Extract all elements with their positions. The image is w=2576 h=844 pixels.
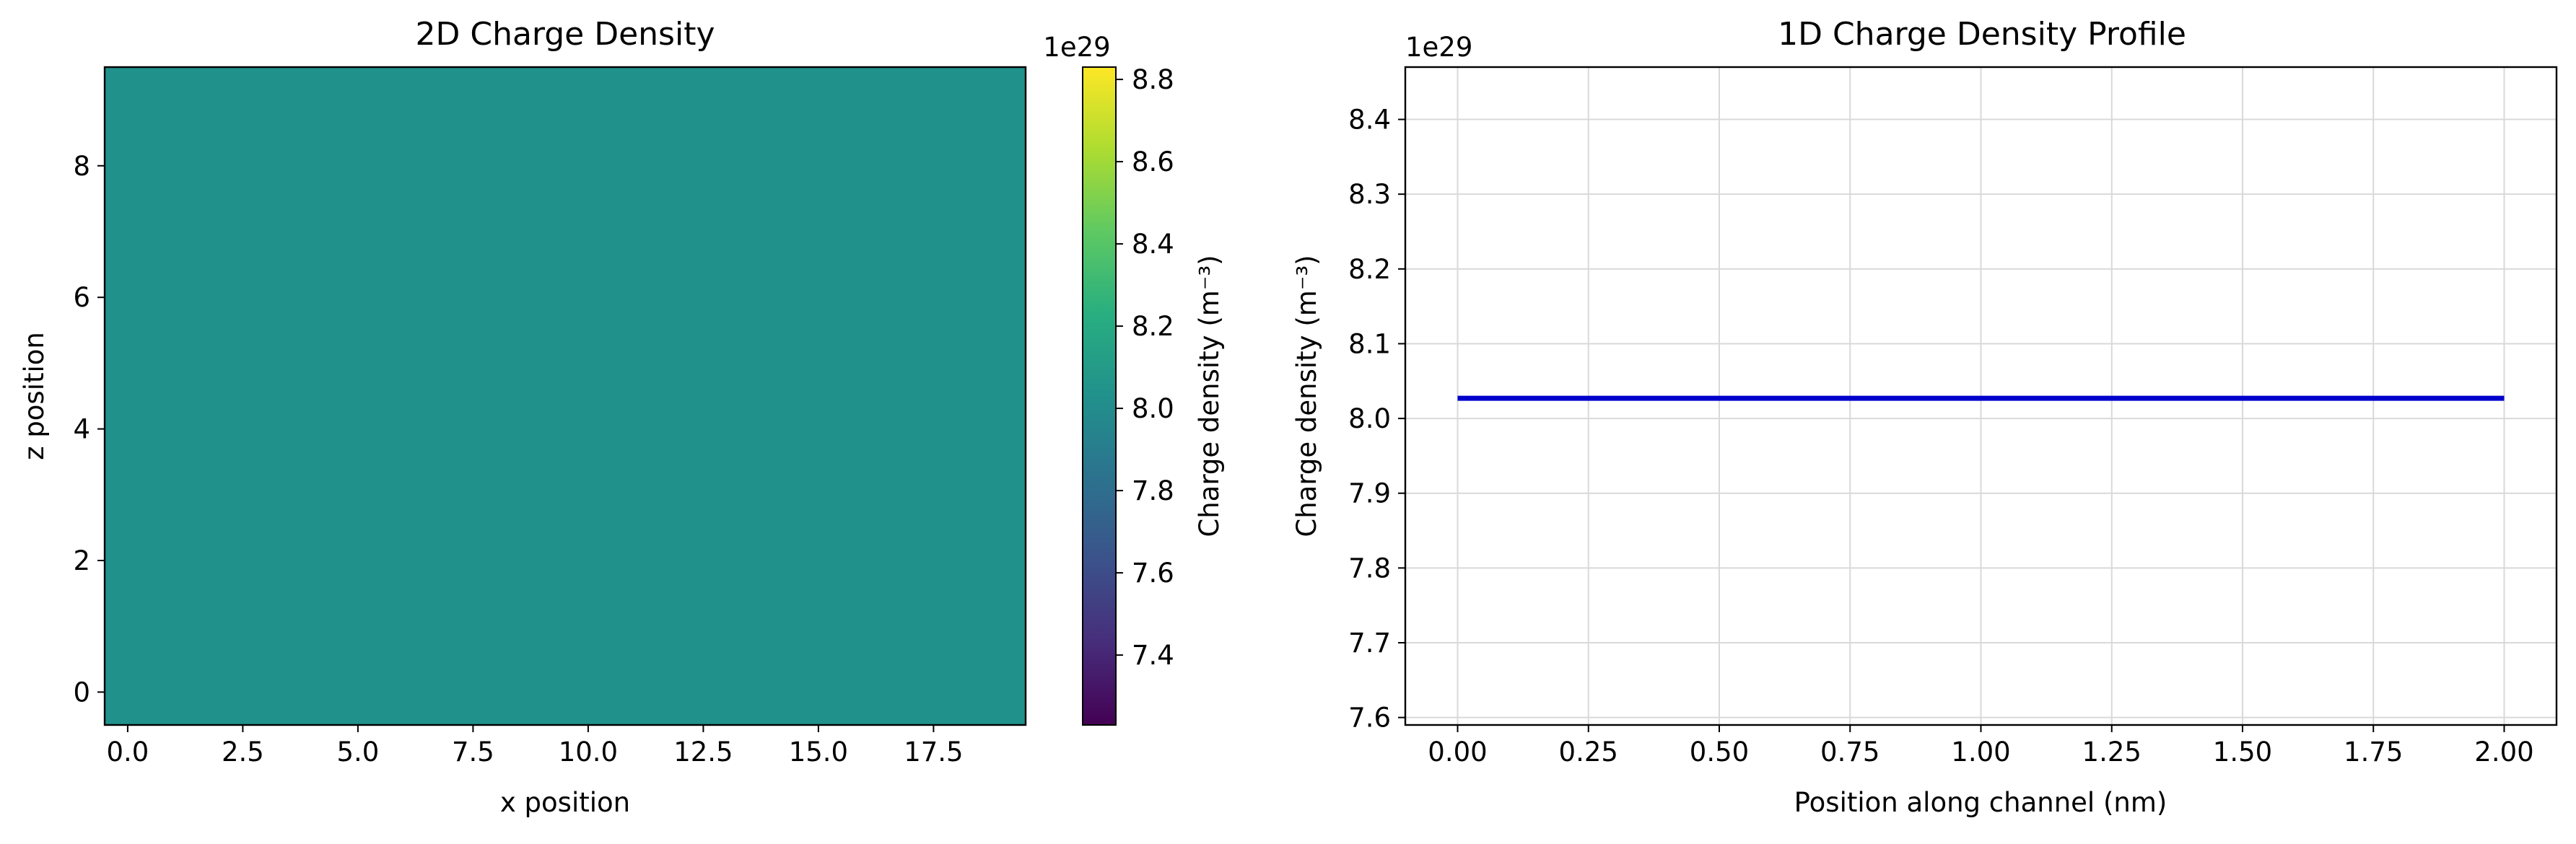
heatmap-chart: 2D Charge Density 0.0 2.5 5.0 7.5 10.0 12.5 15… [19, 16, 1225, 818]
line-chart-title: 1D Charge Density Profile [1778, 16, 2186, 53]
heatmap-frame [103, 66, 1027, 726]
heatmap-y-tick-label: 0 [73, 677, 90, 708]
colorbar-tick-label: 7.4 [1132, 640, 1174, 671]
colorbar-tick-label: 8.4 [1132, 229, 1174, 260]
heatmap-x-tick-label: 10.0 [559, 737, 618, 768]
heatmap-x-tick-label: 2.5 [222, 737, 264, 768]
colorbar-gradient [1083, 67, 1116, 725]
line-chart-y-tick-label: 7.9 [1348, 478, 1391, 509]
heatmap-y-label: z position [19, 332, 50, 460]
heatmap-y-ticks: 0 2 4 6 8 [73, 151, 105, 708]
heatmap-y-tick-label: 2 [73, 545, 90, 576]
heatmap-y-tick-label: 4 [73, 414, 90, 445]
colorbar-tick-label: 7.6 [1132, 558, 1174, 589]
heatmap-x-label: x position [500, 787, 630, 818]
colorbar-ticks: 7.4 7.6 7.8 8.0 8.2 8.4 8.6 8.8 [1116, 64, 1174, 671]
heatmap-y-tick-label: 6 [73, 282, 90, 313]
line-chart-x-tick-label: 1.25 [2082, 737, 2141, 768]
line-chart-x-ticks: 0.00 0.25 0.50 0.75 1.00 1.25 1.50 1.75 2.00 [1428, 725, 2534, 768]
colorbar-tick-label: 8.2 [1132, 311, 1174, 342]
line-chart-y-tick-label: 8.1 [1348, 328, 1391, 359]
line-chart-y-ticks: 7.6 7.7 7.8 7.9 8.0 8.1 8.2 8.3 8.4 [1348, 105, 1405, 734]
colorbar-offset-text: 1e29 [1043, 32, 1110, 63]
heatmap-cells [105, 67, 1026, 725]
heatmap-x-ticks: 0.0 2.5 5.0 7.5 10.0 12.5 15.0 17.5 [106, 725, 964, 768]
colorbar-tick-label: 7.8 [1132, 475, 1174, 506]
heatmap-x-tick-label: 0.0 [106, 737, 149, 768]
colorbar-tick-label: 8.0 [1132, 393, 1174, 424]
colorbar-label: Charge density (m⁻³) [1194, 255, 1225, 537]
line-chart-x-tick-label: 1.00 [1951, 737, 2010, 768]
heatmap-x-tick-label: 15.0 [789, 737, 848, 768]
line-chart-x-label: Position along channel (nm) [1794, 787, 2167, 818]
line-chart-x-tick-label: 0.75 [1820, 737, 1879, 768]
line-chart-y-tick-label: 8.3 [1348, 179, 1391, 210]
heatmap-x-tick-label: 7.5 [452, 737, 494, 768]
line-chart-y-tick-label: 7.7 [1348, 628, 1391, 659]
colorbar-tick-label: 8.6 [1132, 146, 1174, 177]
line-chart-x-tick-label: 0.50 [1690, 737, 1749, 768]
line-chart-x-tick-label: 1.50 [2213, 737, 2272, 768]
heatmap-x-tick-label: 5.0 [336, 737, 379, 768]
colorbar: 7.4 7.6 7.8 8.0 8.2 8.4 8.6 8.8 1e29 Charge den… [1043, 32, 1225, 726]
line-chart: 1D Charge Density Profile 0.00 0.25 0.50 0.… [1291, 16, 2558, 818]
heatmap-y-tick-label: 8 [73, 151, 90, 182]
line-chart-y-tick-label: 8.4 [1348, 105, 1391, 136]
line-chart-x-tick-label: 0.00 [1428, 737, 1487, 768]
line-chart-y-offset-text: 1e29 [1405, 32, 1472, 63]
line-chart-y-tick-label: 7.8 [1348, 553, 1391, 584]
line-chart-y-tick-label: 7.6 [1348, 703, 1391, 734]
line-chart-y-tick-label: 8.2 [1348, 254, 1391, 285]
line-chart-y-tick-label: 8.0 [1348, 403, 1391, 434]
line-chart-x-tick-label: 1.75 [2344, 737, 2403, 768]
heatmap-title: 2D Charge Density [415, 16, 715, 53]
line-chart-x-tick-label: 0.25 [1559, 737, 1618, 768]
line-chart-x-tick-label: 2.00 [2474, 737, 2533, 768]
colorbar-frame [1082, 66, 1117, 726]
line-chart-y-label: Charge density (m⁻³) [1291, 255, 1322, 537]
heatmap-x-tick-label: 12.5 [673, 737, 733, 768]
colorbar-tick-label: 8.8 [1132, 64, 1174, 95]
heatmap-x-tick-label: 17.5 [904, 737, 963, 768]
